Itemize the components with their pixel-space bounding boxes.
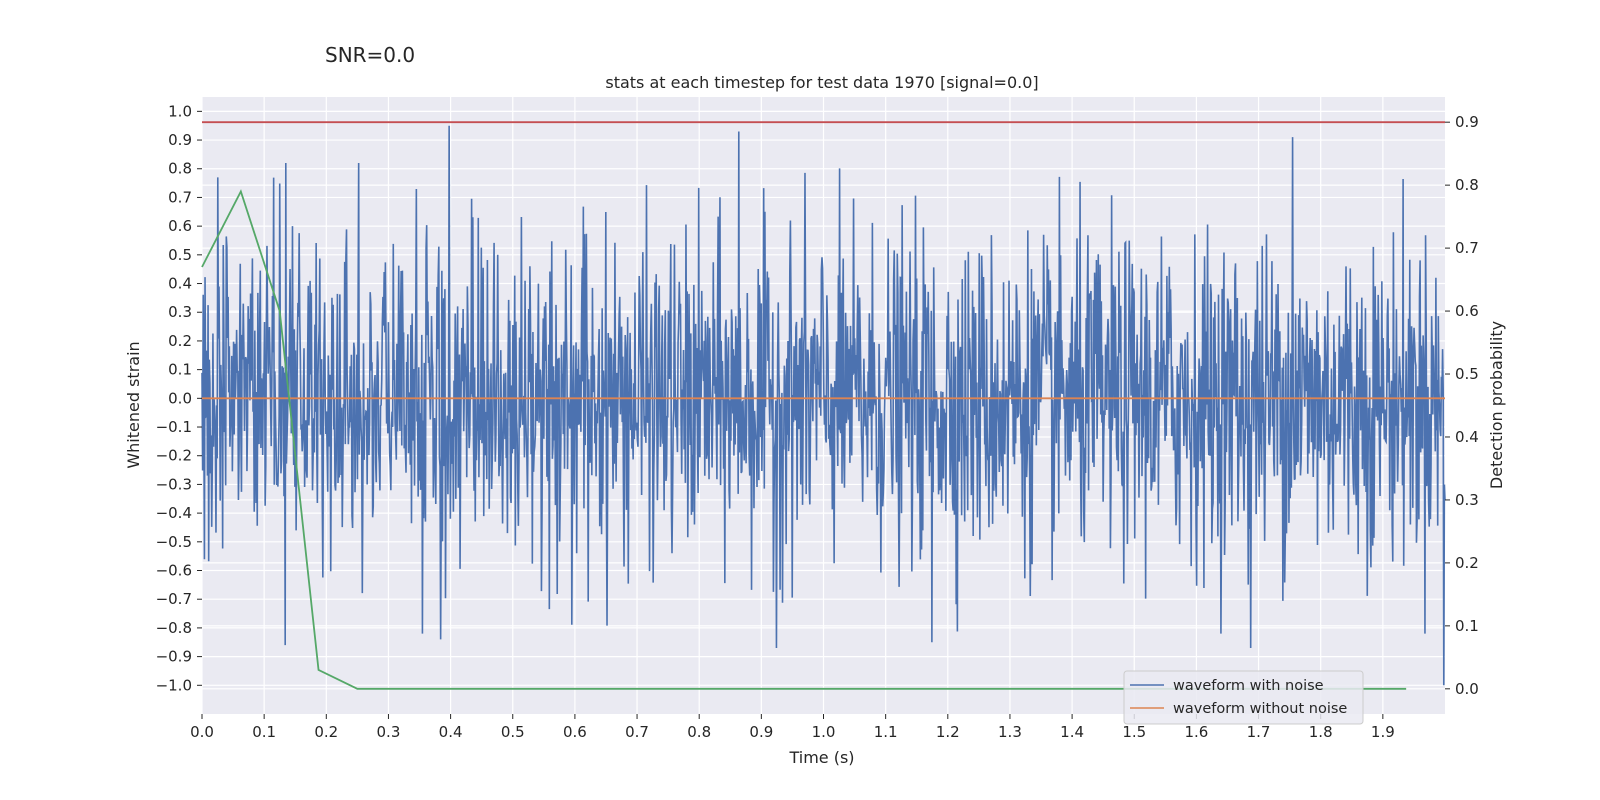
x-tick-label: 0.4: [439, 723, 463, 741]
right-y-tick-label: 0.5: [1455, 365, 1479, 383]
x-tick-label: 1.5: [1122, 723, 1146, 741]
x-tick-label: 1.3: [998, 723, 1022, 741]
legend-label-clean: waveform without noise: [1173, 701, 1347, 717]
left-y-tick-label: 0.8: [168, 160, 192, 178]
right-y-axis-ticks: 0.9 0.8 0.7 0.6 0.5 0.4 0.3 0.2 0.1 0.0: [1445, 113, 1479, 698]
series-detection-probability: [201, 189, 1407, 690]
left-y-tick-label: −0.9: [156, 648, 192, 666]
left-y-tick-label: −0.8: [156, 619, 192, 637]
right-y-tick-label: 0.4: [1455, 428, 1479, 446]
left-y-tick-label: 1.0: [168, 102, 192, 120]
x-tick-label: 1.9: [1371, 723, 1395, 741]
x-tick-label: 1.4: [1060, 723, 1084, 741]
left-y-tick-label: 0.3: [168, 303, 192, 321]
series-waveform-with-noise: [201, 125, 1446, 686]
x-tick-label: 0.2: [314, 723, 338, 741]
right-y-tick-label: 0.9: [1455, 113, 1479, 131]
right-y-tick-label: 0.1: [1455, 617, 1479, 635]
right-y-tick-label: 0.8: [1455, 176, 1479, 194]
x-tick-label: 0.9: [749, 723, 773, 741]
right-y-tick-label: 0.2: [1455, 554, 1479, 572]
x-tick-label: 0.5: [501, 723, 525, 741]
left-y-tick-label: 0.1: [168, 361, 192, 379]
right-y-tick-label: 0.7: [1455, 239, 1479, 257]
left-y-tick-label: 0.6: [168, 217, 192, 235]
x-tick-label: 0.8: [687, 723, 711, 741]
x-tick-label: 1.0: [812, 723, 836, 741]
left-y-tick-label: −0.7: [156, 590, 192, 608]
legend-label-noise: waveform with noise: [1173, 678, 1324, 694]
legend-box: [1123, 670, 1364, 725]
x-tick-label: 0.7: [625, 723, 649, 741]
left-y-tick-label: 0.4: [168, 275, 192, 293]
left-y-tick-label: 0.7: [168, 188, 192, 206]
left-y-tick-label: 0.2: [168, 332, 192, 350]
x-axis-label: Time (s): [788, 748, 854, 767]
x-axis-ticks: 0.0 0.1 0.2 0.3 0.4 0.5 0.6 0.7 0.8 0.9 1.0 1.1 1.2 1…: [190, 714, 1395, 741]
right-y-tick-label: 0.3: [1455, 491, 1479, 509]
x-tick-label: 0.6: [563, 723, 587, 741]
left-y-tick-label: 0.9: [168, 131, 192, 149]
legend: waveform with noise waveform without noi…: [1123, 670, 1364, 725]
left-y-tick-label: −0.6: [156, 562, 192, 580]
right-y-tick-label: 0.0: [1455, 680, 1479, 698]
left-y-tick-label: −0.5: [156, 533, 192, 551]
right-y-axis-label: Detection probability: [1487, 321, 1506, 489]
x-tick-label: 1.8: [1309, 723, 1333, 741]
right-y-tick-label: 0.6: [1455, 302, 1479, 320]
x-tick-label: 1.6: [1184, 723, 1208, 741]
left-y-tick-label: −0.1: [156, 418, 192, 436]
left-y-tick-label: 0.5: [168, 246, 192, 264]
x-tick-label: 1.7: [1247, 723, 1271, 741]
x-tick-label: 0.3: [377, 723, 401, 741]
series-layer: [201, 121, 1446, 690]
left-y-tick-label: −1.0: [156, 676, 192, 694]
x-tick-label: 1.2: [936, 723, 960, 741]
left-y-tick-label: 0.0: [168, 389, 192, 407]
left-y-axis-label: Whitened strain: [124, 341, 143, 468]
left-y-tick-label: −0.4: [156, 504, 192, 522]
chart-title: stats at each timestep for test data 197…: [605, 73, 1038, 92]
x-tick-label: 0.1: [252, 723, 276, 741]
left-y-tick-label: −0.2: [156, 447, 192, 465]
left-y-tick-label: −0.3: [156, 475, 192, 493]
suptitle: SNR=0.0: [325, 43, 415, 67]
left-y-axis-ticks: 1.0 0.9 0.8 0.7 0.6 0.5 0.4 0.3 0.2 0.1 0.0 −0.1 −0.…: [156, 102, 202, 694]
x-tick-label: 1.1: [874, 723, 898, 741]
x-tick-label: 0.0: [190, 723, 214, 741]
